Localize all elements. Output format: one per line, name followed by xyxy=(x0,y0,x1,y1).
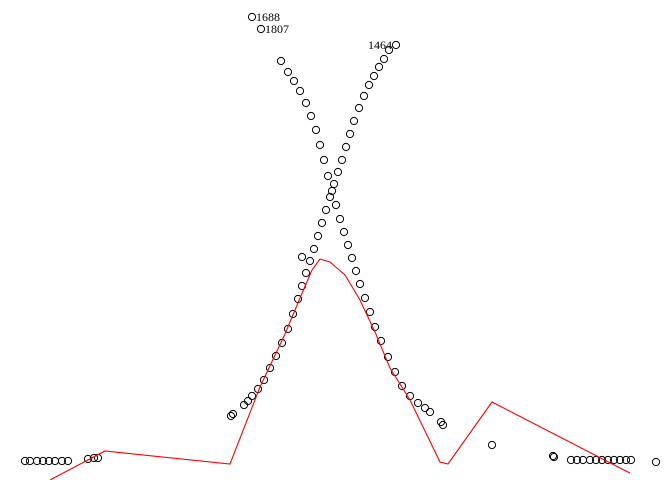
data-point xyxy=(337,155,347,165)
data-point xyxy=(365,307,375,317)
data-point xyxy=(391,40,401,50)
data-point xyxy=(288,309,298,319)
data-point xyxy=(359,91,369,101)
data-point xyxy=(228,409,238,419)
data-point xyxy=(63,456,73,466)
fit-curve-line xyxy=(49,258,631,480)
data-point xyxy=(331,200,341,210)
data-point xyxy=(335,214,345,224)
data-point xyxy=(38,456,48,466)
data-point xyxy=(333,167,343,177)
data-point xyxy=(354,103,364,113)
data-point xyxy=(327,186,337,196)
data-point xyxy=(247,12,257,22)
data-point xyxy=(566,455,576,465)
data-point xyxy=(226,411,236,421)
data-point xyxy=(20,456,30,466)
data-point xyxy=(83,454,93,464)
points-layer xyxy=(20,12,661,467)
data-point xyxy=(319,155,329,165)
point-label-1688: 1688 xyxy=(256,10,280,24)
data-point xyxy=(370,322,380,332)
data-point xyxy=(651,457,661,467)
data-point xyxy=(309,244,319,254)
data-point xyxy=(306,111,316,121)
data-point xyxy=(347,253,357,263)
data-point xyxy=(626,455,636,465)
data-point xyxy=(379,54,389,64)
data-point xyxy=(57,456,67,466)
data-point xyxy=(345,129,355,139)
data-point xyxy=(425,407,435,417)
data-point xyxy=(339,227,349,237)
data-point xyxy=(289,76,299,86)
data-point xyxy=(621,455,631,465)
data-point xyxy=(295,86,305,96)
data-point xyxy=(351,266,361,276)
data-point xyxy=(256,24,266,34)
data-point xyxy=(384,45,394,55)
curve-layer xyxy=(49,258,631,480)
data-point xyxy=(548,451,558,461)
data-point xyxy=(325,192,335,202)
data-point xyxy=(438,420,448,430)
data-point xyxy=(311,125,321,135)
point-label-1464: 1464 xyxy=(368,38,392,52)
data-point xyxy=(317,218,327,228)
data-point xyxy=(276,56,286,66)
data-point xyxy=(376,336,386,346)
data-point xyxy=(283,67,293,77)
data-point xyxy=(615,455,625,465)
data-point xyxy=(321,205,331,215)
data-point xyxy=(591,455,601,465)
data-point xyxy=(313,231,323,241)
labels-layer: 1688 1807 1464 xyxy=(256,10,392,52)
data-point xyxy=(374,62,384,72)
data-point xyxy=(343,240,353,250)
data-point xyxy=(259,375,269,385)
data-point xyxy=(301,98,311,108)
data-point xyxy=(364,80,374,90)
data-point xyxy=(305,256,315,266)
data-point xyxy=(297,252,307,262)
data-point xyxy=(397,381,407,391)
data-point xyxy=(247,391,257,401)
data-point xyxy=(487,440,497,450)
data-point xyxy=(355,279,365,289)
data-point xyxy=(89,453,99,463)
data-point xyxy=(243,396,253,406)
data-point xyxy=(32,456,42,466)
data-point xyxy=(383,352,393,362)
data-point xyxy=(301,268,311,278)
data-point xyxy=(572,455,582,465)
data-point xyxy=(360,293,370,303)
data-point xyxy=(341,142,351,152)
point-label-1807: 1807 xyxy=(265,22,289,36)
data-point xyxy=(420,403,430,413)
data-point xyxy=(609,455,619,465)
data-point xyxy=(413,398,423,408)
data-point xyxy=(315,140,325,150)
data-point xyxy=(369,71,379,81)
data-point xyxy=(323,171,333,181)
data-point xyxy=(549,452,559,462)
data-point xyxy=(44,456,54,466)
data-point xyxy=(265,363,275,373)
data-point xyxy=(585,455,595,465)
data-point xyxy=(349,116,359,126)
